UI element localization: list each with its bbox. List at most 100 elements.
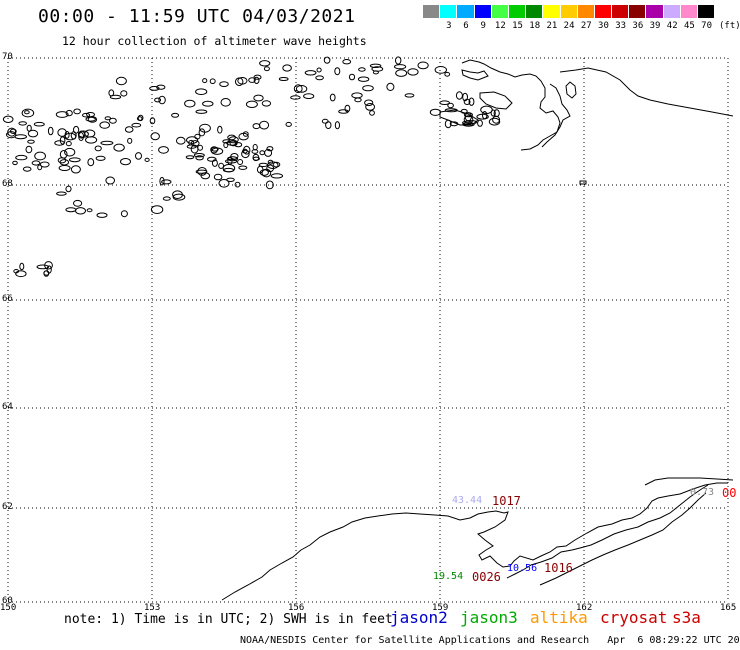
color-scale-label: 18 [529, 21, 541, 31]
wave-contour [15, 154, 28, 161]
color-scale-label: 27 [580, 21, 592, 31]
wave-contour [371, 66, 384, 72]
wave-contour [19, 262, 25, 271]
wave-contour [477, 119, 483, 127]
wave-contour [230, 153, 239, 160]
wave-contour [234, 181, 241, 188]
wave-contour [197, 144, 204, 151]
longitude-label: 159 [432, 603, 449, 613]
wave-contour [200, 172, 211, 180]
wave-contour [27, 139, 35, 144]
wave-contour [365, 103, 376, 111]
wave-contour [263, 66, 270, 72]
wave-contour [156, 84, 166, 90]
color-swatch [698, 5, 716, 18]
wave-contour [444, 108, 458, 113]
wave-contour [124, 126, 134, 133]
wave-contour [70, 165, 81, 174]
wave-contour [369, 110, 375, 116]
wave-contour [444, 119, 452, 129]
wave-contour [65, 109, 73, 117]
wave-contour [207, 156, 217, 162]
wave-contour [84, 129, 96, 138]
wave-contour [12, 160, 18, 166]
wave-contour [323, 56, 331, 64]
wave-contour [290, 95, 301, 100]
wave-contour [219, 81, 229, 87]
color-swatch [612, 5, 630, 18]
track-id-label: 1016 [544, 561, 573, 575]
wave-contour [161, 179, 172, 185]
wave-contour [113, 143, 125, 152]
wave-contour [9, 128, 17, 135]
wave-contour [211, 159, 218, 167]
wave-contour [488, 117, 501, 126]
wave-contour [270, 173, 284, 179]
color-swatch [543, 5, 561, 18]
wave-contour [455, 91, 463, 100]
wave-contour [447, 102, 454, 109]
wave-contour [85, 136, 98, 144]
wave-contour [87, 158, 95, 167]
color-scale-label: 39 [649, 21, 661, 31]
wave-contour [120, 90, 128, 97]
wave-contour [150, 205, 164, 215]
wave-contour [95, 155, 106, 161]
wave-contour [304, 70, 317, 76]
map-subtitle: 12 hour collection of altimeter wave hei… [62, 34, 367, 48]
wave-contour [369, 63, 382, 69]
wave-contour [348, 73, 356, 81]
color-scale-label: 45 [683, 21, 695, 31]
wave-contour [223, 141, 229, 149]
color-swatch [508, 5, 527, 18]
latitude-label: 64 [2, 402, 13, 412]
wave-contour [241, 149, 250, 159]
wave-contour [193, 153, 205, 158]
wave-contour [64, 147, 76, 157]
wave-contour [73, 125, 80, 134]
wave-contour [338, 109, 349, 114]
wave-contour [476, 113, 489, 120]
latitude-label: 62 [2, 502, 13, 512]
color-swatch [560, 5, 578, 18]
wave-contour [354, 97, 362, 103]
wave-contour [150, 132, 160, 141]
wave-contour [259, 120, 270, 130]
wave-contour [264, 148, 273, 157]
color-scale-label: 12 [494, 21, 506, 31]
wave-contour [303, 93, 315, 99]
wave-contour [158, 95, 166, 105]
color-swatch [629, 5, 647, 18]
wave-contour [217, 125, 223, 134]
wave-contour [293, 84, 303, 94]
wave-contour [25, 145, 33, 154]
footer-note: note: 1) Time is in UTC; 2) SWH is in fe… [64, 612, 393, 627]
wave-contour [357, 76, 370, 82]
wave-contour [198, 128, 206, 137]
satellite-legend-jason2: jason2 [390, 608, 448, 627]
wave-contour [197, 167, 208, 176]
wave-contour [321, 118, 329, 124]
wave-contour [261, 100, 272, 107]
color-swatch [646, 5, 664, 18]
wave-contour [315, 75, 324, 81]
wave-contour [144, 157, 150, 162]
wave-contour [252, 144, 258, 151]
wave-contour [251, 149, 259, 154]
wave-contour [68, 157, 81, 163]
wave-contour [480, 105, 493, 115]
wave-contour [86, 208, 93, 213]
color-scale-bar [423, 5, 716, 18]
wave-contour [253, 74, 262, 80]
wave-contour [463, 98, 471, 106]
wave-contour [462, 122, 475, 127]
wave-contour [351, 92, 363, 99]
wave-contour [226, 177, 235, 183]
wave-contour [242, 131, 249, 137]
wave-contour [417, 61, 429, 70]
wave-contour [158, 146, 169, 154]
wave-contour [58, 165, 71, 171]
wave-contour [439, 100, 450, 105]
wave-contours [2, 56, 501, 278]
wave-contour [31, 160, 41, 166]
